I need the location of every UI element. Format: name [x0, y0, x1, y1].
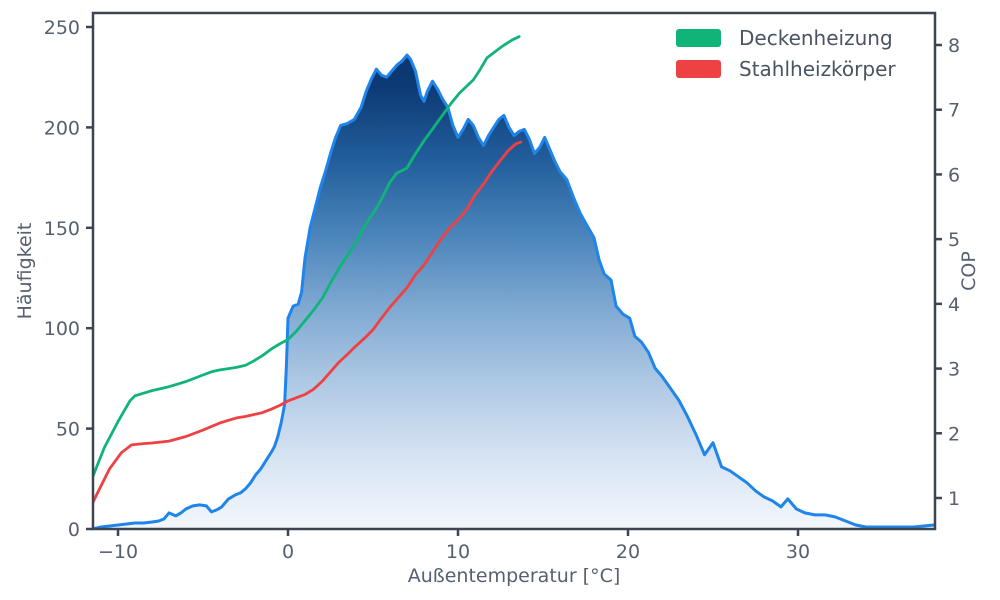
frequency-area [93, 55, 934, 529]
left-axis-title: Häufigkeit [14, 222, 36, 320]
y-left-tick-label: 0 [68, 519, 80, 541]
x-tick-label: 0 [282, 541, 294, 563]
y-left-tick-label: 150 [44, 218, 80, 240]
legend-item-deckenheizung: Deckenheizung [676, 26, 896, 50]
legend-swatch-deckenheizung [676, 29, 721, 47]
legend-swatch-stahlheizkoerper [676, 60, 721, 78]
x-tick-label: 10 [446, 541, 470, 563]
y-right-tick-label: 1 [948, 488, 960, 510]
y-right-tick-label: 5 [948, 229, 960, 251]
x-axis-title: Außentemperatur [°C] [407, 565, 621, 587]
x-tick-label: 20 [616, 541, 640, 563]
legend-label-stahlheizkoerper: Stahlheizkörper [739, 57, 896, 81]
cop-line-deckenheizung [93, 35, 521, 479]
legend: Deckenheizung Stahlheizkörper [676, 26, 896, 81]
axes-spines [91, 11, 937, 531]
x-tick-label: −10 [98, 541, 138, 563]
x-tick-label: 30 [786, 541, 810, 563]
y-right-tick-label: 8 [948, 35, 960, 57]
right-axis-title: COP [958, 251, 980, 291]
frequency-line [93, 53, 935, 529]
y-left-tick-label: 50 [56, 419, 80, 441]
y-left-tick-label: 100 [44, 318, 80, 340]
legend-item-stahlheizkoerper: Stahlheizkörper [676, 57, 896, 81]
legend-label-deckenheizung: Deckenheizung [739, 26, 893, 50]
y-right-tick-label: 7 [948, 100, 960, 122]
y-left-tick-label: 200 [44, 117, 80, 139]
y-right-tick-label: 4 [948, 294, 960, 316]
y-right-tick-label: 2 [948, 423, 960, 445]
y-right-tick-label: 6 [948, 164, 960, 186]
y-right-tick-label: 3 [948, 359, 960, 381]
y-left-tick-label: 250 [44, 17, 80, 39]
cop-line-stahlheizkoerper [93, 140, 523, 505]
